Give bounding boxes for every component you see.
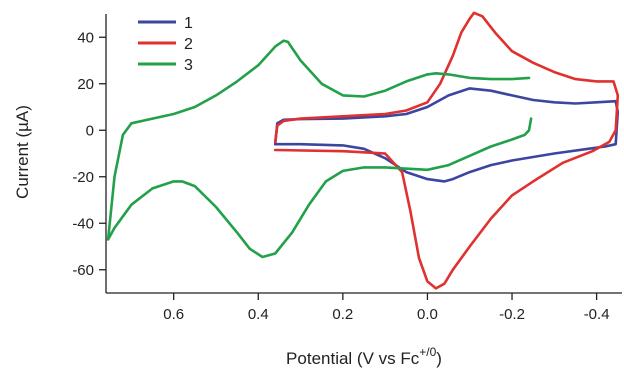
x-axis-label-superscript: +/0 xyxy=(419,345,436,359)
plot-area xyxy=(106,11,620,290)
x-tick-label: -0.2 xyxy=(499,306,525,323)
y-tick-label: -40 xyxy=(72,215,94,232)
legend: 1 2 3 xyxy=(138,15,193,74)
x-tick-label: -0.4 xyxy=(584,306,610,323)
x-tick-label: 0.6 xyxy=(163,306,184,323)
y-ticks: 40 20 0 -20 -40 -60 xyxy=(72,29,106,279)
x-axis-label-main: Potential (V vs Fc xyxy=(286,349,420,368)
y-tick-label: -20 xyxy=(72,169,94,186)
series-line-2 xyxy=(273,11,620,290)
x-tick-label: 0.4 xyxy=(248,306,269,323)
y-tick-label: 0 xyxy=(86,122,94,139)
series-line-3 xyxy=(106,39,533,259)
legend-label-2: 2 xyxy=(184,36,193,53)
y-axis-label: Current (µA) xyxy=(13,105,32,199)
y-tick-label: 20 xyxy=(77,76,94,93)
series-layer xyxy=(106,11,620,290)
legend-label-3: 3 xyxy=(184,57,193,74)
x-axis-label-close: ) xyxy=(436,349,442,368)
series-line-1 xyxy=(273,87,620,183)
x-tick-label: 0.0 xyxy=(417,306,438,323)
y-tick-label: -60 xyxy=(72,262,94,279)
legend-label-1: 1 xyxy=(184,15,193,32)
y-tick-label: 40 xyxy=(77,29,94,46)
x-tick-label: 0.2 xyxy=(332,306,353,323)
x-ticks: 0.6 0.4 0.2 0.0 -0.2 -0.4 xyxy=(163,293,610,323)
x-axis-label: Potential (V vs Fc+/0) xyxy=(286,345,442,368)
